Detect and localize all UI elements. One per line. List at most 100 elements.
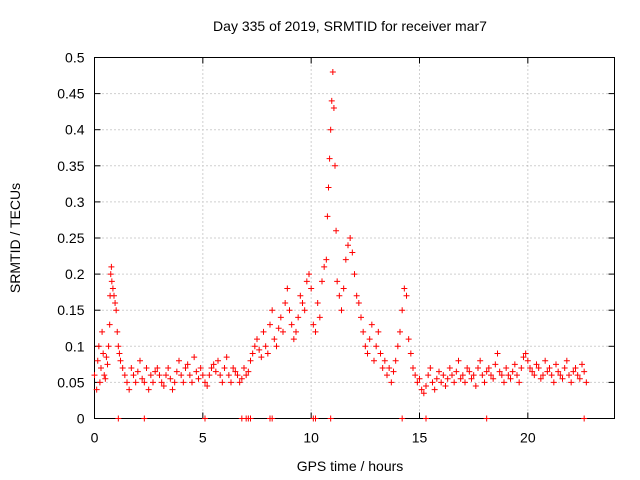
data-point — [399, 307, 406, 314]
data-point — [310, 321, 317, 328]
data-point — [338, 307, 345, 314]
data-point — [431, 386, 438, 393]
data-point — [273, 343, 280, 350]
data-point — [453, 368, 460, 375]
data-point — [101, 372, 108, 379]
data-point — [520, 354, 527, 361]
data-point — [108, 278, 115, 285]
data-point — [180, 379, 187, 386]
data-point — [158, 379, 165, 386]
data-point — [156, 372, 163, 379]
data-point — [163, 372, 169, 379]
data-point — [386, 364, 393, 371]
data-point — [116, 350, 123, 357]
data-point — [462, 379, 468, 386]
data-point — [451, 379, 458, 386]
data-point — [130, 372, 137, 379]
data-point — [360, 328, 367, 335]
data-point — [377, 350, 384, 357]
data-point — [316, 314, 323, 321]
data-point — [488, 372, 494, 379]
data-point — [522, 350, 529, 357]
data-point — [503, 364, 510, 371]
data-point — [438, 379, 445, 386]
data-point — [405, 336, 412, 343]
data-point — [557, 372, 564, 379]
data-points — [91, 68, 590, 422]
data-point — [394, 343, 401, 350]
data-point — [245, 368, 252, 375]
x-tick-label: 10 — [303, 430, 319, 446]
data-point — [429, 379, 436, 386]
data-point — [262, 343, 269, 350]
data-point — [295, 314, 302, 321]
data-point — [353, 292, 360, 299]
data-point — [388, 379, 395, 386]
data-point — [119, 364, 126, 371]
data-point — [121, 372, 128, 379]
data-point — [418, 386, 425, 393]
data-point — [436, 368, 442, 375]
data-point — [293, 328, 299, 335]
data-point — [403, 292, 410, 299]
data-point — [141, 415, 148, 422]
data-point — [390, 368, 397, 375]
data-point — [238, 375, 245, 382]
data-point — [498, 372, 505, 379]
data-point — [446, 364, 453, 371]
data-point — [542, 357, 549, 364]
data-point — [464, 364, 471, 371]
y-tick-label: 0 — [77, 411, 85, 427]
data-point — [490, 375, 497, 382]
data-point — [483, 368, 490, 375]
data-point — [505, 372, 512, 379]
data-point — [563, 357, 570, 364]
data-point — [282, 299, 289, 306]
data-point — [286, 307, 293, 314]
data-point — [269, 415, 276, 422]
data-point — [475, 364, 481, 371]
data-point — [275, 325, 282, 332]
data-point — [324, 213, 331, 220]
data-point — [379, 364, 386, 371]
data-point — [326, 155, 333, 162]
data-point — [371, 357, 377, 364]
data-point — [330, 105, 337, 112]
data-point — [516, 379, 523, 386]
data-point — [232, 368, 239, 375]
data-point — [186, 372, 193, 379]
chart-title: Day 335 of 2019, SRMTID for receiver mar… — [213, 18, 487, 34]
data-point — [107, 271, 114, 278]
data-point — [501, 379, 507, 386]
data-point — [290, 336, 297, 343]
data-point — [108, 263, 115, 270]
data-point — [114, 328, 121, 335]
data-point — [202, 415, 208, 422]
data-point — [459, 372, 466, 379]
data-point — [381, 357, 388, 364]
data-point — [254, 336, 260, 343]
data-point — [212, 368, 219, 375]
data-point — [401, 285, 408, 292]
x-tick-label: 15 — [412, 430, 428, 446]
data-point — [221, 364, 228, 371]
data-point — [507, 375, 514, 382]
data-point — [477, 357, 484, 364]
data-point — [134, 368, 141, 375]
data-point — [349, 249, 356, 256]
data-point — [546, 364, 553, 371]
data-point — [225, 372, 232, 379]
data-point — [568, 379, 575, 386]
data-point — [511, 361, 518, 368]
x-tick-label: 5 — [199, 430, 207, 446]
data-point — [165, 364, 172, 371]
data-point — [258, 354, 265, 361]
x-tick-label: 20 — [520, 430, 536, 446]
data-point — [540, 372, 546, 379]
data-point — [199, 372, 206, 379]
data-point — [112, 299, 119, 306]
data-point — [230, 364, 237, 371]
data-point — [193, 368, 200, 375]
data-point — [362, 343, 369, 350]
